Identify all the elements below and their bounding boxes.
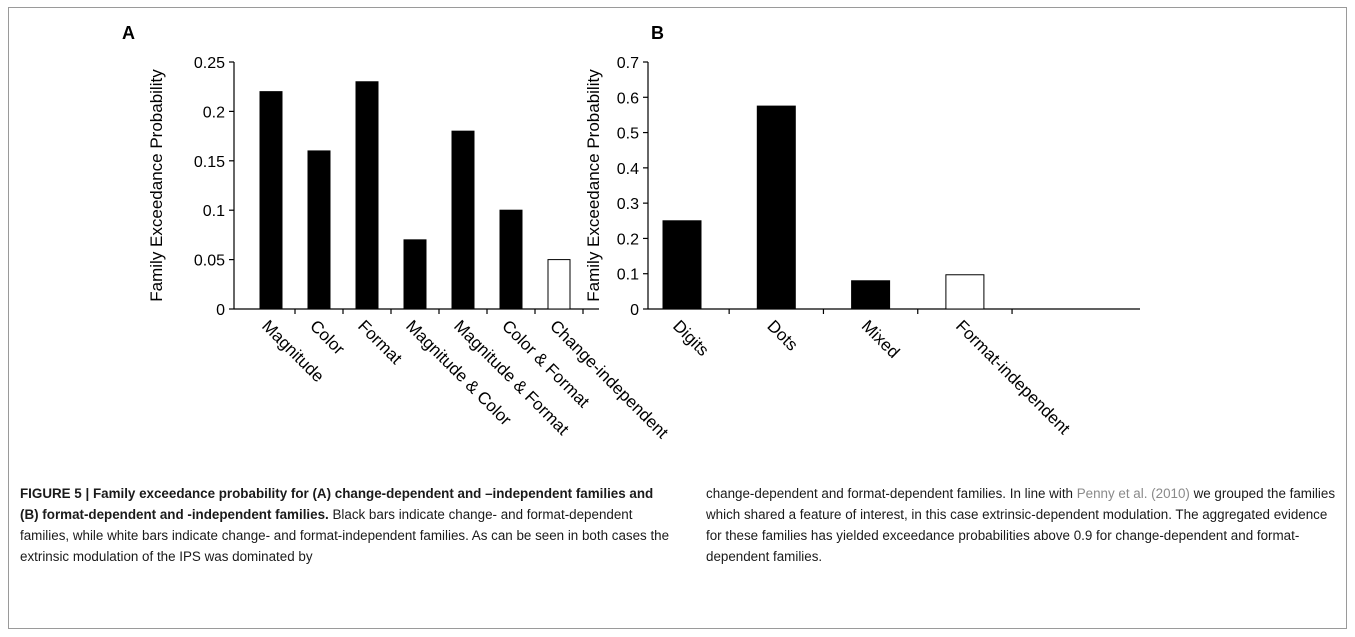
caption-continued-end: we grouped the families which shared a f… — [706, 486, 1336, 564]
panel-b-y-tick-label: 0.3 — [617, 196, 639, 213]
caption-lead: FIGURE 5 | Family exceedance probability… — [20, 486, 654, 522]
panel-b-y-tick-label: 0.1 — [617, 267, 639, 284]
panel-a-bar-1 — [259, 91, 283, 310]
panel-b-category-label: Mixed — [858, 316, 904, 362]
panel-a-category-label: Format — [354, 316, 406, 368]
panel-b-letter: B — [651, 23, 664, 43]
figure-5-chart: A Family Exceedance Probability 0 0.05 0.1 0.… — [122, 23, 1140, 442]
panel-a-y-tick-label: 0 — [216, 302, 225, 319]
panel-b-y-tick-label: 0.6 — [617, 90, 639, 107]
panel-b-bar-2 — [756, 105, 796, 310]
panel-a-y-tick-label: 0.05 — [194, 253, 225, 270]
figure-caption-right: change-dependent and format-dependent fa… — [706, 483, 1341, 567]
panel-a-bar-5 — [451, 130, 475, 310]
panel-b-category-label: Digits — [669, 316, 712, 359]
panel-b-bar-3 — [851, 280, 891, 310]
caption-continued: change-dependent and format-dependent fa… — [706, 486, 1077, 501]
panel-a-bar-4 — [403, 239, 427, 310]
panel-b-y-axis-label: Family Exceedance Probability — [584, 69, 603, 302]
panel-a-bar-7 — [547, 259, 571, 310]
panel-a-letter: A — [122, 23, 135, 43]
panel-b-category-label: Format-independent — [952, 316, 1074, 438]
panel-b-y-tick-label: 0 — [630, 302, 639, 319]
panel-a-y-tick-label: 0.25 — [194, 55, 225, 72]
panel-b-bar-4 — [945, 274, 985, 310]
panel-b-y-tick-label: 0.5 — [617, 126, 639, 143]
panel-b-y-tick-label: 0.4 — [617, 161, 639, 178]
panel-b-category-label: Dots — [763, 316, 801, 354]
panel-a-category-label: Color — [306, 316, 348, 358]
panel-a-bar-3 — [355, 81, 379, 310]
panel-a-bar-6 — [499, 209, 523, 310]
panel-a-bar-2 — [307, 150, 331, 310]
caption-body: Black bars indicate change- and format-d… — [20, 507, 670, 564]
panel-b-y-tick-label: 0.7 — [617, 55, 639, 72]
citation-link[interactable]: Penny et al. (2010) — [1076, 486, 1190, 501]
panel-a-y-tick-label: 0.15 — [194, 154, 225, 171]
panel-a-y-axis-label: Family Exceedance Probability — [147, 69, 166, 302]
panel-b-y-tick-label: 0.2 — [617, 231, 639, 248]
panel-b-bar-1 — [662, 220, 702, 310]
panel-a-y-tick-label: 0.1 — [203, 203, 225, 220]
figure-caption-left: FIGURE 5 | Family exceedance probability… — [20, 483, 670, 567]
figure-frame — [8, 7, 1347, 629]
panel-a-y-tick-label: 0.2 — [203, 104, 225, 121]
